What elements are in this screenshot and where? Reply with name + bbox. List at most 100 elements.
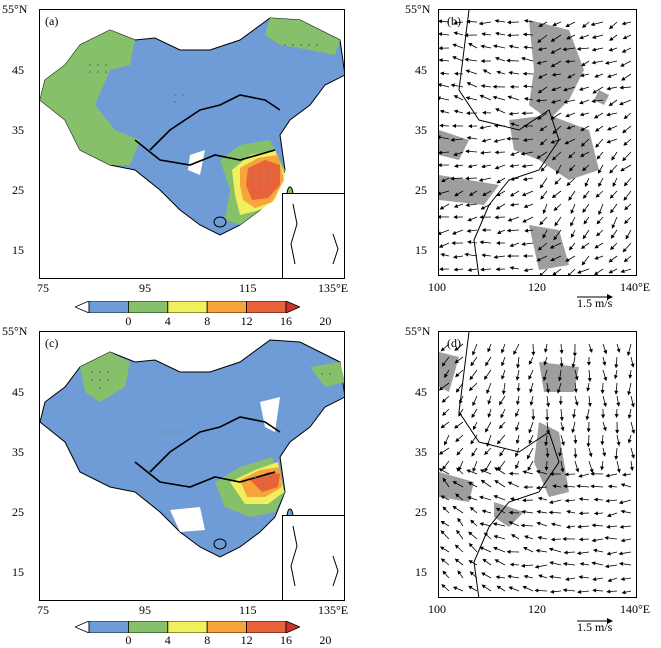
wind-vector-head <box>454 558 460 563</box>
wind-vector-head <box>466 82 471 86</box>
y-tick-d-0: 55°N <box>405 324 431 338</box>
wind-vector-head <box>579 562 584 567</box>
precip-map-a <box>40 17 344 236</box>
wind-vector-head <box>602 426 607 432</box>
wind-vector-head <box>440 530 445 535</box>
wind-vector-head <box>453 109 459 114</box>
wind-vector-head <box>572 352 577 357</box>
wind-vector-head <box>580 73 585 78</box>
wind-vector-head <box>508 70 513 75</box>
wind-vector-head <box>564 498 569 503</box>
wind-vector-head <box>508 586 513 591</box>
south-china-sea-inset-c <box>282 515 344 600</box>
wind-vector-head <box>551 194 557 199</box>
wind-vector-head <box>465 149 470 154</box>
panel-label-d: (d) <box>447 336 461 350</box>
y-tick-c-1: 45 <box>12 385 24 399</box>
wind-vector-head <box>566 181 571 187</box>
wind-vector-head <box>631 454 635 459</box>
wind-vector-head <box>548 547 554 552</box>
wind-vector-head <box>455 388 460 393</box>
x-tick-a-0: 75 <box>37 281 49 295</box>
wind-vector-head <box>622 129 627 134</box>
wind-vector-head <box>521 164 526 169</box>
wind-vector-head <box>622 35 628 40</box>
wind-vector-head <box>500 349 505 354</box>
wind-vector-head <box>592 548 598 553</box>
wind-vector-head <box>584 182 589 188</box>
wind-vector-head <box>453 204 459 208</box>
wind-vector-head <box>450 137 455 142</box>
wind-vector-head <box>627 414 632 419</box>
wind-vector-head <box>591 47 597 52</box>
wind-vector-head <box>549 561 554 565</box>
wind-vector-head <box>536 154 541 159</box>
wind-vector-head <box>494 150 499 155</box>
wind-vector-head <box>508 510 513 515</box>
wind-vector-head <box>623 258 629 263</box>
wind-vector-head <box>494 165 500 170</box>
wind-vector-head <box>619 101 624 106</box>
wind-vector-head <box>471 413 476 419</box>
wind-vector-head <box>454 71 459 76</box>
wind-vector-head <box>480 267 485 272</box>
wind-vector-head <box>614 413 619 419</box>
wind-vector-head <box>623 114 628 120</box>
wind-vector-head <box>528 360 533 365</box>
wind-vector-head <box>493 44 498 49</box>
wind-vector-head <box>576 46 581 51</box>
wind-vector-head <box>537 47 543 52</box>
wind-vector-head <box>496 192 501 197</box>
wind-vector-head <box>586 361 591 366</box>
river-yangtze <box>134 139 276 166</box>
wind-vector-head <box>522 498 527 503</box>
wind-vector-head <box>606 524 611 529</box>
wind-vector-head <box>442 506 447 511</box>
wind-vector-head <box>546 430 551 435</box>
wind-vector-head <box>487 348 492 353</box>
wind-vector-head <box>593 497 598 502</box>
wind-vector-head <box>456 529 461 535</box>
wind-vector-head <box>508 471 513 476</box>
colorbar-bottom <box>73 620 302 634</box>
wind-vector-head <box>439 386 444 391</box>
wind-vector-head <box>566 125 571 130</box>
wind-vector-head <box>529 388 534 394</box>
wind-vector-head <box>566 35 571 40</box>
wind-vector-head <box>496 241 501 246</box>
wind-vector-head <box>608 102 614 107</box>
wind-vector-head <box>515 439 520 445</box>
wind-vector-head <box>442 570 447 575</box>
wind-vector-head <box>522 177 528 182</box>
wind-vector-head <box>549 574 554 579</box>
wind-vector-head <box>573 388 578 393</box>
wind-vector-head <box>558 401 563 406</box>
wind-vector-head <box>569 246 574 251</box>
wind-vector-head <box>439 150 443 155</box>
wind-vector-head <box>621 76 626 81</box>
wind-vector-head <box>590 484 595 489</box>
wind-vector-head <box>609 36 614 41</box>
wind-vector-head <box>587 377 592 383</box>
wind-vector-head <box>545 453 550 458</box>
map-panel-d: (d) <box>438 331 637 598</box>
wind-vector-head <box>570 209 575 215</box>
wind-vector-head <box>565 577 570 582</box>
wind-vector-head <box>486 442 491 447</box>
wind-vector-head <box>550 50 555 54</box>
y-tick-a-0: 55°N <box>2 2 28 16</box>
wind-vector-head <box>562 47 567 52</box>
wind-vector-head <box>582 208 587 213</box>
wind-vector-head <box>466 19 471 24</box>
wind-vector-head <box>608 258 613 263</box>
wind-vector-head <box>493 138 498 143</box>
colorbar-tick-label: 8 <box>204 314 211 328</box>
wind-vector-head <box>486 389 490 394</box>
wind-vector-head <box>523 268 528 273</box>
wind-vector-head <box>552 271 557 275</box>
wind-vector-head <box>565 257 570 262</box>
wind-vector-head <box>455 493 460 498</box>
wind-vector-head <box>595 127 600 132</box>
wind-vector-head <box>537 38 542 43</box>
wind-vector-head <box>574 376 579 381</box>
